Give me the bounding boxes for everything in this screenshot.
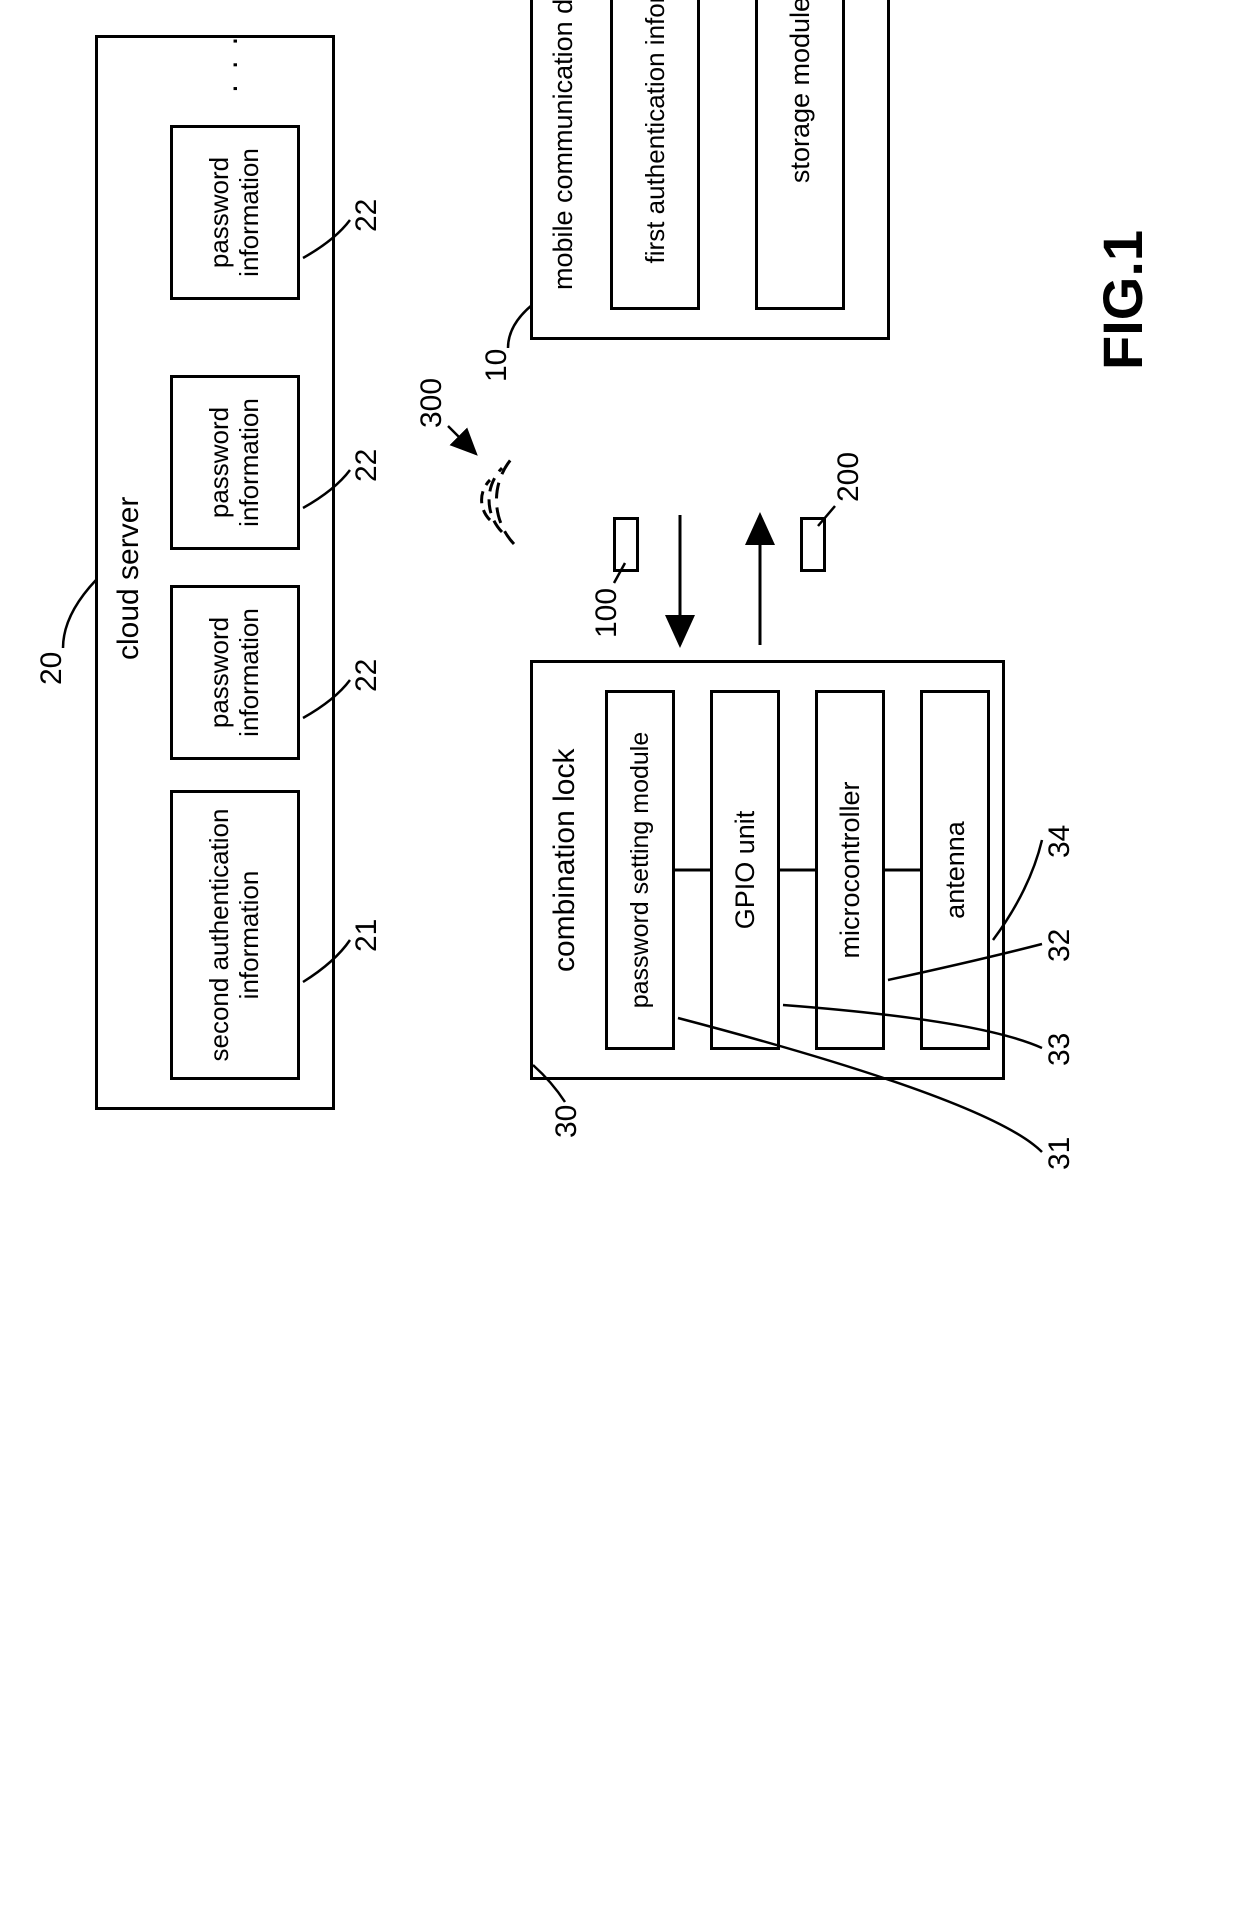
diagram-rotated-canvas: cloud server second authenticationinform…	[0, 0, 1240, 1240]
mobile-device-title: mobile communication device	[548, 0, 579, 290]
password-setting-module-label: password setting module	[626, 732, 655, 1009]
auth2-box: second authenticationinformation	[170, 790, 300, 1080]
password-info-box-2: passwordinformation	[170, 375, 300, 550]
ref-22a: 22	[350, 659, 384, 692]
ref-200: 200	[832, 452, 866, 502]
gpio-unit-box: GPIO unit	[710, 690, 780, 1050]
gpio-unit-label: GPIO unit	[730, 811, 761, 930]
password-info-label-3: passwordinformation	[205, 148, 265, 277]
ref-30: 30	[550, 1105, 584, 1138]
storage-module-box: storage module	[755, 0, 845, 310]
password-info-label-1: passwordinformation	[205, 608, 265, 737]
ref-22b: 22	[350, 449, 384, 482]
ref-31: 31	[1043, 1137, 1077, 1170]
antenna-box: antenna	[920, 690, 990, 1050]
ref-33: 33	[1043, 1033, 1077, 1066]
first-auth-info-label: first authentication information	[640, 0, 671, 263]
ref-34: 34	[1043, 825, 1077, 858]
combination-lock-title: combination lock	[548, 749, 582, 972]
ellipsis: . . .	[208, 34, 245, 93]
antenna-label: antenna	[940, 821, 971, 919]
microcontroller-label: microcontroller	[835, 781, 866, 958]
ref-22c: 22	[350, 199, 384, 232]
ref-21: 21	[350, 919, 384, 952]
password-info-label-2: passwordinformation	[205, 398, 265, 527]
ref-100: 100	[590, 588, 624, 638]
ref-10: 10	[480, 349, 514, 382]
password-info-box-3: passwordinformation	[170, 125, 300, 300]
password-setting-module-box: password setting module	[605, 690, 675, 1050]
figure-label: FIG.1	[1090, 230, 1155, 370]
storage-module-label: storage module	[785, 0, 816, 183]
first-auth-info-box: first authentication information	[610, 0, 700, 310]
auth2-label: second authenticationinformation	[205, 809, 265, 1062]
ref-300: 300	[415, 378, 449, 428]
packet-200-box	[800, 517, 826, 572]
microcontroller-box: microcontroller	[815, 690, 885, 1050]
password-info-box-1: passwordinformation	[170, 585, 300, 760]
packet-100-box	[613, 517, 639, 572]
cloud-server-title: cloud server	[112, 497, 146, 660]
ref-32: 32	[1043, 929, 1077, 962]
ref-20: 20	[35, 652, 69, 685]
